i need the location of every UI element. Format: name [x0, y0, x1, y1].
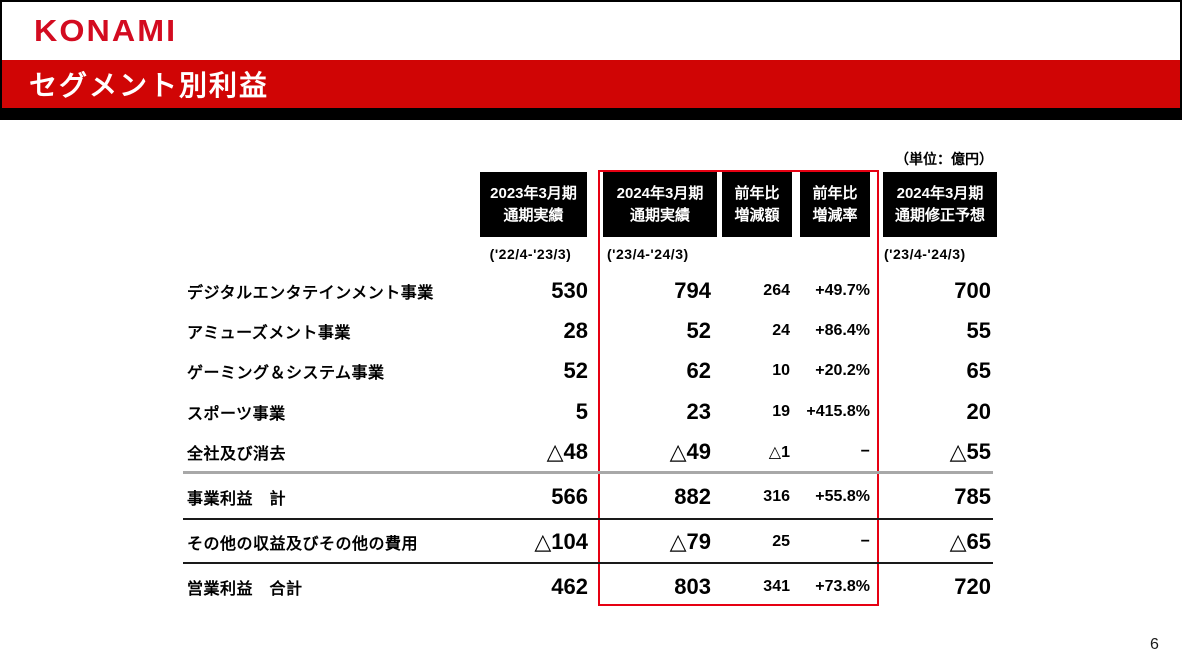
- separator-line-1: [183, 518, 993, 520]
- title-banner: セグメント別利益: [0, 60, 1182, 108]
- segment-label: 事業利益 計: [187, 491, 287, 508]
- segment-label: 全社及び消去: [187, 446, 287, 463]
- title-underline-bar: [0, 108, 1182, 120]
- table-row-digital-entertainment: デジタルエンタテインメント事業 530 794 264 +49.7% 700: [183, 271, 991, 311]
- value-yoy-diff: 341: [763, 578, 790, 595]
- value-yoy-rate: +55.8%: [815, 488, 870, 505]
- value-fy2024-actual: 62: [686, 358, 711, 383]
- value-yoy-rate: +49.7%: [815, 282, 870, 299]
- value-fy2023-actual: △104: [534, 529, 588, 554]
- value-yoy-rate: +86.4%: [815, 322, 870, 339]
- value-fy2024-actual: 52: [686, 318, 711, 343]
- value-fy2023-actual: △48: [546, 439, 588, 464]
- separator-line-gray: [183, 471, 993, 474]
- segment-label: 営業利益 合計: [187, 581, 303, 598]
- value-fy2024-actual: 23: [686, 399, 711, 424]
- value-yoy-diff: △1: [768, 444, 790, 461]
- column-header-fy2024-forecast: 2024年3月期 通期修正予想: [883, 172, 997, 237]
- column-header-fy2023-actual: 2023年3月期 通期実績: [480, 172, 587, 237]
- value-yoy-rate: −: [860, 533, 870, 550]
- table-row-operating-profit-total: 営業利益 合計 462 803 341 +73.8% 720: [183, 567, 991, 607]
- value-fy2024-forecast: △55: [949, 439, 991, 464]
- value-fy2024-actual: 882: [674, 484, 711, 509]
- value-fy2024-forecast: △65: [949, 529, 991, 554]
- value-yoy-rate: +415.8%: [806, 403, 870, 420]
- unit-label: （単位：億円）: [895, 151, 993, 167]
- table-row-other-income-expenses: その他の収益及びその他の費用 △104 △79 25 − △65: [183, 522, 991, 562]
- value-fy2024-forecast: 785: [954, 484, 991, 509]
- value-fy2024-actual: △79: [669, 529, 711, 554]
- separator-line-2: [183, 562, 993, 564]
- value-fy2023-actual: 530: [551, 278, 588, 303]
- segment-label: スポーツ事業: [187, 406, 286, 423]
- period-label-fy2024-forecast: ('23/4-'24/3): [884, 246, 966, 262]
- konami-logo: KONAMI: [34, 13, 178, 48]
- period-label-fy2023-actual: ('22/4-'23/3): [489, 246, 572, 262]
- segment-label: デジタルエンタテインメント事業: [187, 285, 434, 302]
- value-yoy-diff: 316: [763, 488, 790, 505]
- column-header-yoy-rate: 前年比 増減率: [800, 172, 870, 237]
- page-number: 6: [1150, 636, 1159, 653]
- value-yoy-rate: −: [860, 443, 870, 460]
- segment-label: その他の収益及びその他の費用: [187, 536, 419, 553]
- value-yoy-rate: +73.8%: [815, 578, 870, 595]
- table-row-gaming-systems: ゲーミング＆システム事業 52 62 10 +20.2% 65: [183, 351, 991, 391]
- table-row-corporate-eliminations: 全社及び消去 △48 △49 △1 − △55: [183, 432, 991, 472]
- value-fy2023-actual: 566: [551, 484, 588, 509]
- value-yoy-diff: 19: [772, 403, 790, 420]
- value-yoy-diff: 10: [772, 362, 790, 379]
- period-label-fy2024-actual: ('23/4-'24/3): [607, 246, 689, 262]
- value-fy2023-actual: 28: [563, 318, 588, 343]
- value-fy2024-forecast: 700: [954, 278, 991, 303]
- slide-title: セグメント別利益: [29, 70, 270, 101]
- value-fy2024-forecast: 20: [966, 399, 991, 424]
- table-row-sports: スポーツ事業 5 23 19 +415.8% 20: [183, 392, 991, 432]
- table-row-amusement: アミューズメント事業 28 52 24 +86.4% 55: [183, 311, 991, 351]
- column-header-fy2024-actual: 2024年3月期 通期実績: [603, 172, 717, 237]
- value-fy2023-actual: 52: [563, 358, 588, 383]
- value-fy2024-actual: 803: [674, 574, 711, 599]
- fy2024-highlight-outline: [598, 170, 879, 606]
- column-header-yoy-diff: 前年比 増減額: [722, 172, 792, 237]
- value-fy2024-actual: 794: [674, 278, 711, 303]
- value-fy2024-forecast: 55: [966, 318, 991, 343]
- value-yoy-rate: +20.2%: [815, 362, 870, 379]
- value-fy2023-actual: 462: [551, 574, 588, 599]
- table-row-business-profit-total: 事業利益 計 566 882 316 +55.8% 785: [183, 477, 991, 517]
- value-fy2024-forecast: 720: [954, 574, 991, 599]
- value-fy2024-forecast: 65: [966, 358, 991, 383]
- value-fy2023-actual: 5: [575, 399, 588, 424]
- segment-label: ゲーミング＆システム事業: [187, 365, 385, 382]
- value-fy2024-actual: △49: [669, 439, 711, 464]
- segment-label: アミューズメント事業: [187, 325, 351, 342]
- value-yoy-diff: 24: [772, 322, 790, 339]
- value-yoy-diff: 25: [772, 533, 790, 550]
- value-yoy-diff: 264: [763, 282, 790, 299]
